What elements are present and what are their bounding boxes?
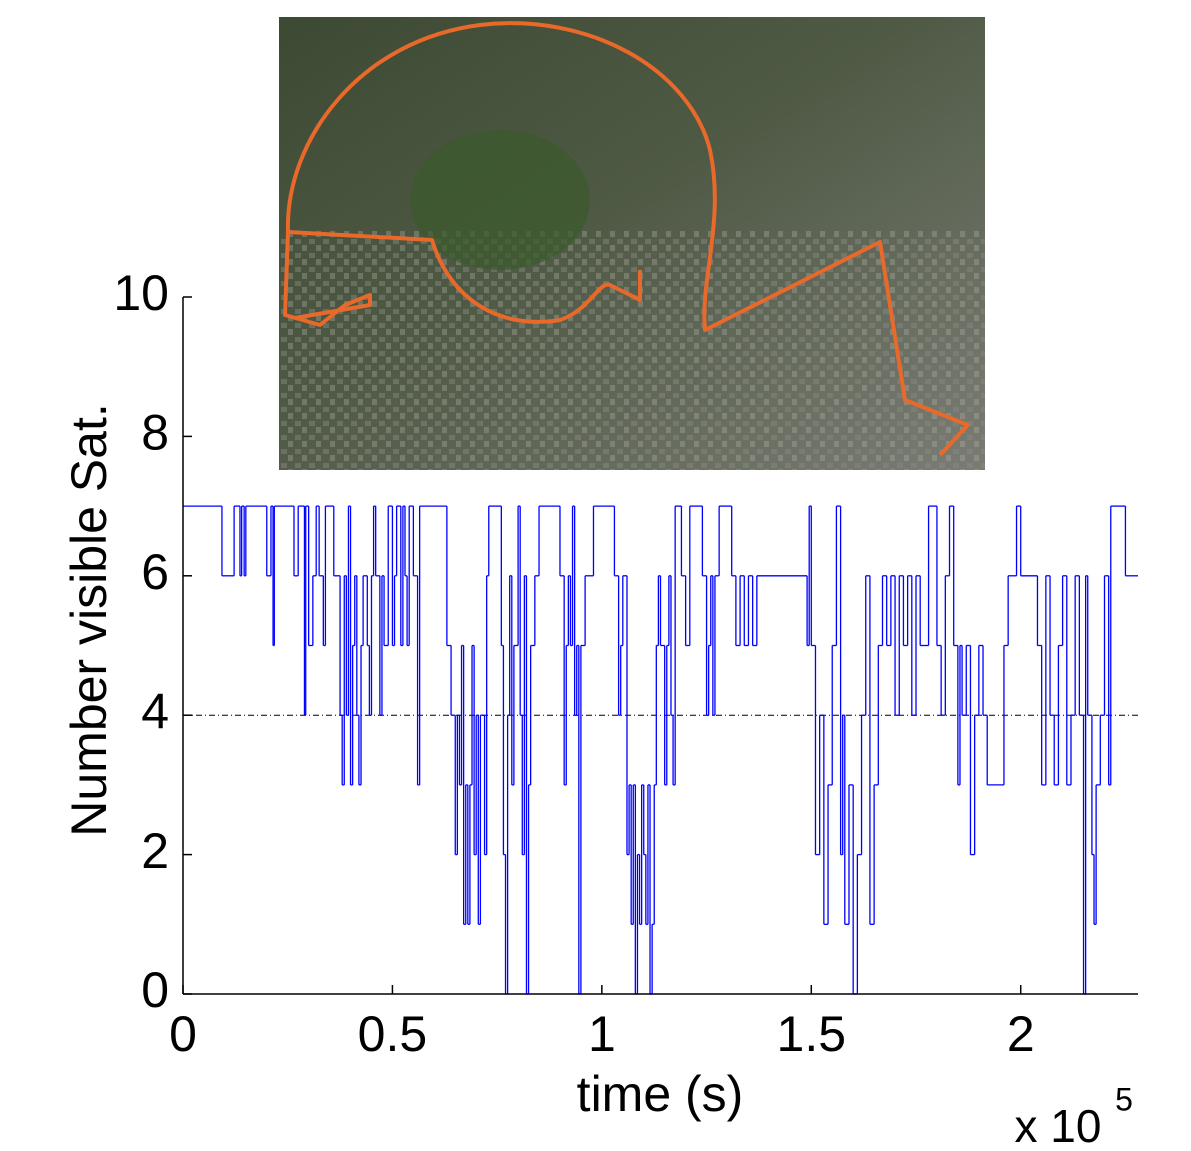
y-tick-label: 4 <box>141 683 169 739</box>
x-tick-label: 1.5 <box>777 1006 847 1062</box>
y-tick-label: 6 <box>141 544 169 600</box>
plot-area <box>183 505 1138 995</box>
x-tick-label: 1 <box>588 1006 616 1062</box>
x-multiplier-exponent: 5 <box>1115 1081 1133 1117</box>
x-axis-label: time (s) <box>577 1066 744 1122</box>
y-axis-label: Number visible Sat. <box>61 403 117 837</box>
route-map <box>279 17 985 470</box>
x-tick-label: 2 <box>1007 1006 1035 1062</box>
x-multiplier: x 10 <box>1015 1100 1102 1151</box>
y-tick-label: 8 <box>141 405 169 461</box>
x-tick-label: 0 <box>169 1006 197 1062</box>
y-tick-label: 2 <box>141 823 169 879</box>
y-tick-label: 10 <box>113 265 169 321</box>
x-tick-label: 0.5 <box>358 1006 428 1062</box>
y-tick-label: 0 <box>141 962 169 1018</box>
